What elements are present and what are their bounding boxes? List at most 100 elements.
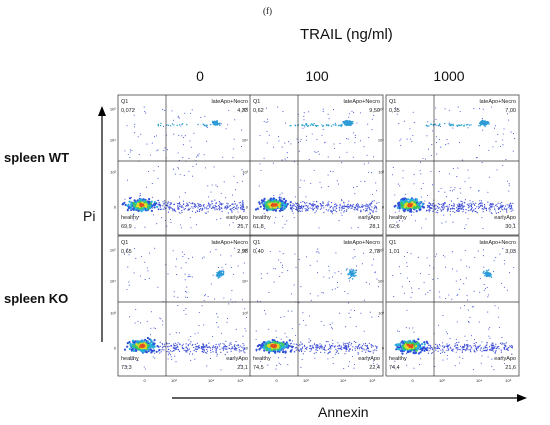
event-dot bbox=[151, 142, 153, 144]
event-dot bbox=[354, 136, 356, 139]
event-dot bbox=[207, 208, 209, 210]
event-dot bbox=[445, 331, 447, 333]
event-dot bbox=[208, 205, 210, 207]
event-dot bbox=[350, 344, 352, 346]
event-dot bbox=[167, 354, 169, 356]
event-dot bbox=[338, 156, 340, 158]
event-dot bbox=[287, 310, 289, 312]
event-dot bbox=[486, 348, 488, 350]
y-tick-label: 10⁵ bbox=[242, 107, 248, 112]
event-dot bbox=[127, 153, 129, 156]
event-dot bbox=[375, 190, 377, 192]
event-dot bbox=[220, 351, 222, 353]
event-dot bbox=[266, 209, 269, 212]
event-dot bbox=[186, 286, 188, 288]
event-dot bbox=[320, 204, 322, 206]
event-dot bbox=[357, 209, 359, 211]
event-dot bbox=[280, 338, 282, 340]
event-dot bbox=[191, 175, 193, 177]
event-dot bbox=[446, 358, 448, 360]
event-dot bbox=[206, 208, 208, 210]
event-dot bbox=[432, 210, 434, 212]
y-tick-label: 10⁵ bbox=[110, 107, 116, 112]
event-dot bbox=[330, 348, 332, 350]
event-dot bbox=[140, 255, 142, 257]
event-dot bbox=[202, 123, 204, 126]
event-dot bbox=[131, 339, 135, 342]
event-dot bbox=[353, 363, 356, 366]
event-dot bbox=[451, 298, 453, 300]
event-dot bbox=[324, 344, 326, 346]
event-dot bbox=[139, 322, 141, 324]
event-dot bbox=[305, 196, 307, 198]
event-dot bbox=[453, 189, 455, 191]
event-dot bbox=[178, 332, 181, 334]
y-tick-label: 10⁴ bbox=[110, 278, 116, 283]
event-dot bbox=[214, 122, 217, 125]
event-dot bbox=[222, 348, 224, 350]
event-dot bbox=[417, 206, 420, 209]
event-dot bbox=[363, 330, 365, 332]
event-dot bbox=[444, 108, 446, 110]
event-dot bbox=[128, 200, 131, 203]
event-dot bbox=[487, 201, 489, 203]
event-dot bbox=[317, 125, 319, 127]
event-dot bbox=[361, 204, 363, 206]
event-dot bbox=[343, 211, 345, 213]
event-dot bbox=[284, 142, 286, 144]
event-dot bbox=[220, 254, 222, 256]
event-dot bbox=[447, 208, 449, 210]
event-dot bbox=[373, 200, 375, 202]
event-dot bbox=[491, 203, 493, 205]
event-dot bbox=[154, 352, 156, 354]
event-dot bbox=[164, 109, 166, 111]
event-dot bbox=[127, 207, 130, 210]
quadrant-value-q1: 0,072 bbox=[121, 108, 135, 114]
event-dot bbox=[266, 118, 269, 120]
event-dot bbox=[284, 158, 286, 160]
event-dot bbox=[330, 210, 332, 212]
event-dot bbox=[444, 202, 446, 204]
event-dot bbox=[472, 203, 474, 205]
event-dot bbox=[475, 346, 477, 348]
event-dot bbox=[189, 207, 191, 209]
event-dot bbox=[331, 322, 333, 324]
event-dot bbox=[402, 170, 404, 172]
event-dot bbox=[391, 174, 393, 176]
event-dot bbox=[356, 346, 358, 348]
event-dot bbox=[203, 349, 205, 351]
event-dot bbox=[326, 124, 328, 127]
event-dot bbox=[185, 347, 187, 349]
event-dot bbox=[187, 203, 189, 205]
event-dot bbox=[364, 210, 366, 212]
event-dot bbox=[365, 281, 367, 283]
event-dot bbox=[175, 258, 178, 260]
event-dot bbox=[158, 348, 161, 352]
event-dot bbox=[484, 287, 487, 290]
event-dot bbox=[334, 206, 336, 208]
event-dot bbox=[207, 202, 210, 204]
event-dot bbox=[172, 168, 174, 170]
event-dot bbox=[136, 199, 139, 202]
event-dot bbox=[143, 106, 145, 108]
event-dot bbox=[497, 212, 499, 214]
event-dot bbox=[209, 347, 211, 349]
event-dot bbox=[264, 346, 268, 350]
event-dot bbox=[267, 199, 270, 202]
event-dot bbox=[487, 296, 489, 298]
event-dot bbox=[412, 327, 414, 329]
event-dot bbox=[493, 260, 495, 262]
event-dot bbox=[243, 211, 245, 213]
event-dot bbox=[317, 295, 319, 297]
event-dot bbox=[345, 138, 348, 140]
event-dot bbox=[448, 109, 450, 111]
event-dot bbox=[345, 346, 348, 348]
event-dot bbox=[230, 299, 232, 301]
event-dot bbox=[481, 208, 483, 210]
event-dot bbox=[506, 208, 508, 210]
event-dot bbox=[225, 345, 227, 348]
event-dot bbox=[302, 312, 304, 314]
event-dot bbox=[288, 141, 290, 143]
event-dot bbox=[479, 200, 481, 202]
event-dot bbox=[353, 112, 355, 114]
